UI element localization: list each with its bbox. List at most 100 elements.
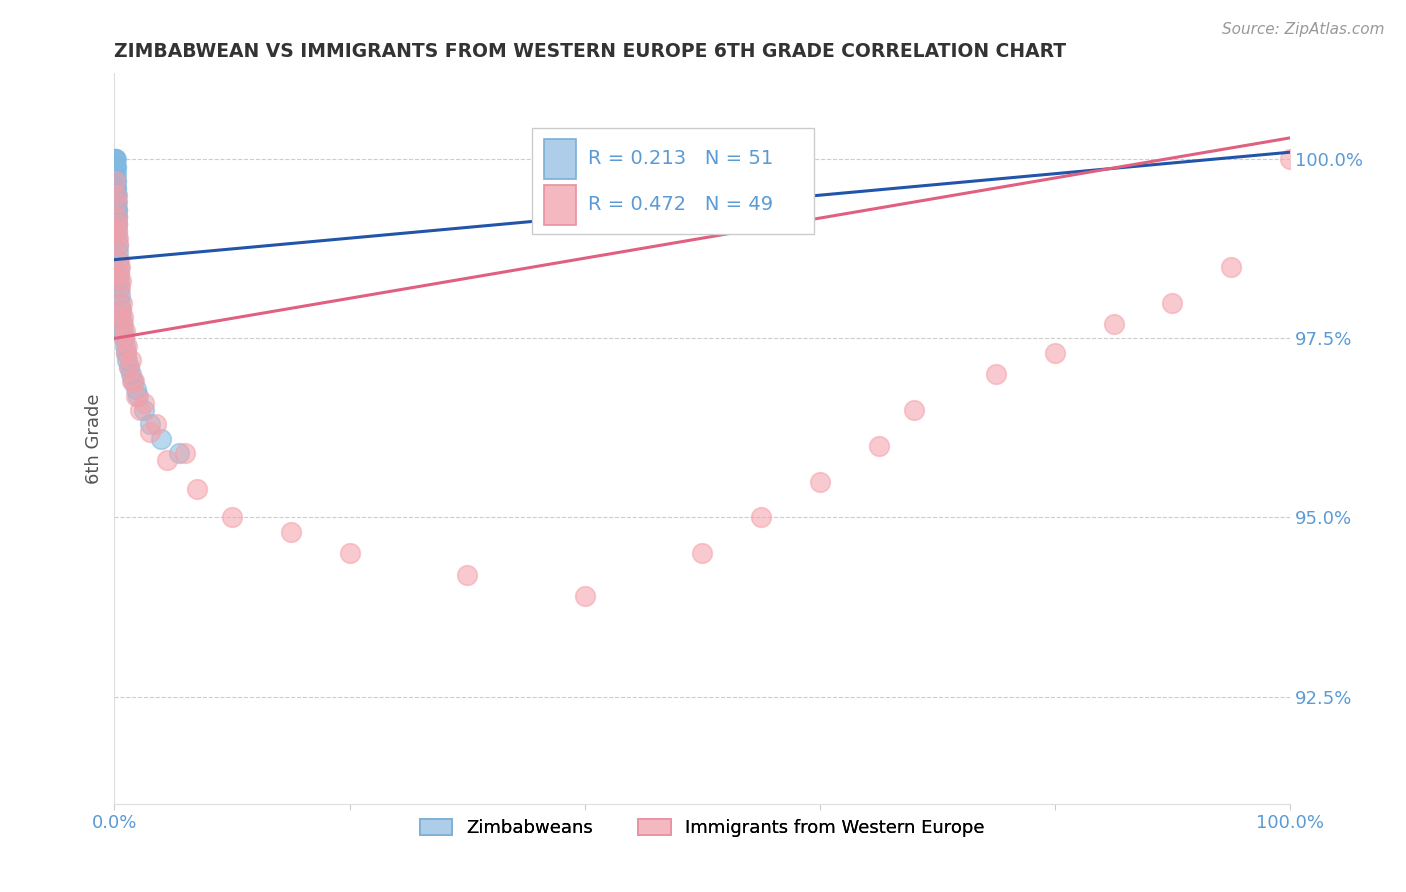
Point — [105, 195, 128, 210]
Point — [108, 274, 131, 288]
Point — [112, 310, 135, 324]
Point — [111, 295, 134, 310]
Point — [117, 360, 139, 375]
Point — [280, 524, 302, 539]
Point — [105, 195, 128, 210]
Point — [124, 382, 146, 396]
Point — [339, 546, 361, 560]
Point — [105, 210, 128, 224]
Point — [167, 446, 190, 460]
Point — [115, 345, 138, 359]
Point — [105, 188, 128, 202]
Point — [104, 153, 127, 167]
Point — [111, 317, 134, 331]
Point — [105, 224, 128, 238]
Point — [110, 281, 132, 295]
Point — [138, 417, 160, 432]
Point — [105, 217, 128, 231]
Point — [111, 324, 134, 338]
Point — [749, 510, 772, 524]
Legend: Zimbabweans, Immigrants from Western Europe: Zimbabweans, Immigrants from Western Eur… — [411, 810, 994, 847]
Point — [114, 338, 136, 352]
Point — [105, 202, 128, 217]
Point — [108, 281, 131, 295]
Point — [104, 188, 127, 202]
Point — [124, 375, 146, 389]
Point — [1043, 345, 1066, 359]
Point — [110, 302, 132, 317]
Point — [456, 567, 478, 582]
Text: R = 0.213   N = 51: R = 0.213 N = 51 — [588, 149, 773, 169]
Point — [104, 153, 127, 167]
Point — [132, 396, 155, 410]
Text: ZIMBABWEAN VS IMMIGRANTS FROM WESTERN EUROPE 6TH GRADE CORRELATION CHART: ZIMBABWEAN VS IMMIGRANTS FROM WESTERN EU… — [114, 42, 1067, 61]
Point — [108, 260, 131, 274]
Bar — [544, 186, 576, 226]
Bar — [544, 139, 576, 179]
Point — [186, 482, 208, 496]
Point — [129, 403, 152, 417]
Point — [104, 181, 127, 195]
Point — [108, 288, 131, 302]
Point — [221, 510, 243, 524]
Point — [124, 389, 146, 403]
Text: R = 0.472   N = 49: R = 0.472 N = 49 — [588, 195, 773, 214]
Point — [107, 238, 129, 252]
Point — [808, 475, 831, 489]
Point — [105, 181, 128, 195]
Point — [105, 231, 128, 245]
Point — [145, 417, 167, 432]
Point — [105, 174, 128, 188]
Point — [107, 238, 129, 252]
Point — [117, 338, 139, 352]
Point — [150, 432, 173, 446]
Point — [1220, 260, 1243, 274]
Point — [107, 231, 129, 245]
Point — [108, 267, 131, 281]
Point — [127, 389, 149, 403]
Point — [104, 160, 127, 174]
Point — [107, 245, 129, 260]
Point — [903, 403, 925, 417]
Point — [104, 167, 127, 181]
Point — [984, 368, 1007, 382]
Point — [105, 210, 128, 224]
Point — [104, 153, 127, 167]
Point — [105, 202, 128, 217]
Point — [104, 167, 127, 181]
Point — [110, 310, 132, 324]
Point — [110, 274, 132, 288]
Point — [104, 174, 127, 188]
Point — [138, 425, 160, 439]
Point — [690, 546, 713, 560]
Point — [122, 375, 145, 389]
Point — [105, 160, 128, 174]
Point — [1161, 295, 1184, 310]
Point — [174, 446, 197, 460]
FancyBboxPatch shape — [531, 128, 814, 234]
Point — [105, 217, 128, 231]
Point — [105, 210, 128, 224]
Point — [1102, 317, 1125, 331]
Point — [107, 217, 129, 231]
Point — [120, 368, 142, 382]
Point — [121, 375, 143, 389]
Point — [107, 252, 129, 267]
Point — [112, 331, 135, 345]
Point — [132, 403, 155, 417]
Point — [574, 589, 596, 603]
Point — [112, 331, 135, 345]
Point — [117, 360, 139, 375]
Point — [117, 352, 139, 367]
Point — [114, 324, 136, 338]
Point — [120, 352, 142, 367]
Point — [111, 317, 134, 331]
Point — [104, 174, 127, 188]
Point — [107, 260, 129, 274]
Point — [156, 453, 179, 467]
Point — [104, 153, 127, 167]
Point — [107, 252, 129, 267]
Point — [1279, 153, 1302, 167]
Point — [105, 195, 128, 210]
Point — [110, 302, 132, 317]
